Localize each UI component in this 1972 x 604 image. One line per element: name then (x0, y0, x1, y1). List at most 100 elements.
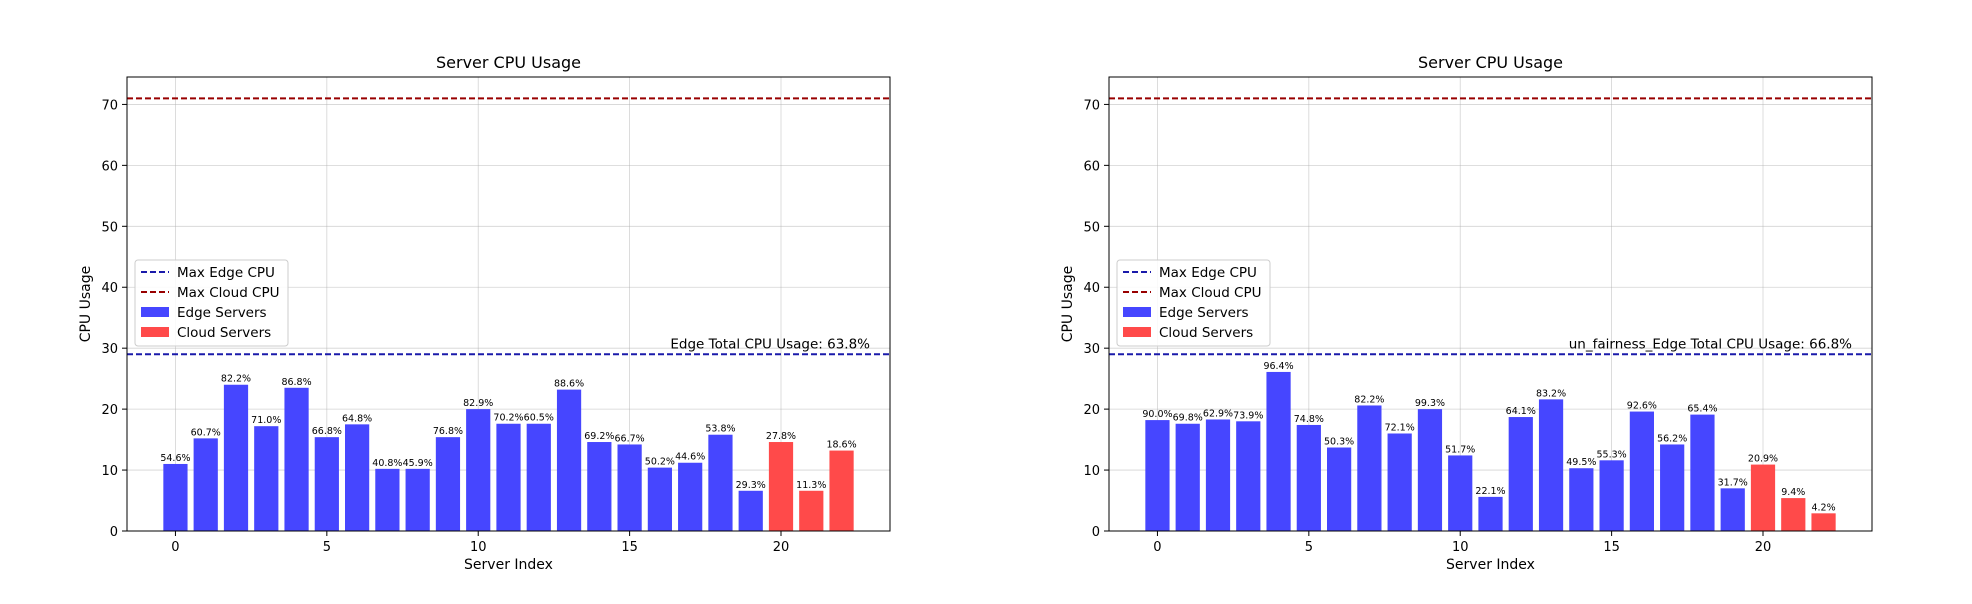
y-tick-label: 20 (1083, 403, 1100, 418)
edge-server-bar (1357, 405, 1382, 531)
legend-box (1116, 259, 1271, 347)
bar-value-label: 4.2% (1811, 502, 1835, 513)
edge-total-cpu-annotation: Edge Total CPU Usage: 63.8% (670, 336, 870, 352)
bar-value-label: 69.8% (1173, 413, 1203, 424)
bar-value-label: 90.0% (1142, 409, 1172, 420)
edge-server-bar (1266, 371, 1291, 531)
edge-server-bar (314, 437, 339, 531)
legend-box (134, 259, 289, 347)
y-tick-label: 70 (101, 98, 118, 113)
edge-server-bar (1327, 447, 1352, 531)
legend: Max Edge CPU Max Cloud CPU Edge Servers Clo… (134, 259, 289, 347)
edge-server-bar (1145, 420, 1170, 531)
chart-panel-right: 90.0% 69.8% 62.9% 73.9% 96.4% 74.8% 50.3% 82.2%… (1060, 53, 1873, 573)
bar-value-label: 20.9% (1748, 454, 1778, 465)
edge-server-bar (284, 387, 309, 531)
bar-value-label: 83.2% (1536, 388, 1566, 399)
legend-label: Edge Servers (1159, 305, 1249, 321)
bar-value-label: 31.7% (1718, 477, 1748, 488)
cloud-server-bar (799, 490, 824, 531)
bar-value-label: 71.0% (251, 415, 281, 426)
legend-label: Max Cloud CPU (1159, 285, 1262, 301)
y-tick-label: 30 (1083, 342, 1100, 357)
bar-value-label: 45.9% (403, 458, 433, 469)
edge-server-bar (556, 389, 582, 531)
edge-server-bar (1478, 496, 1503, 531)
legend-swatch-cloud-servers (1123, 327, 1151, 337)
bar-value-label: 51.7% (1445, 444, 1475, 455)
edge-server-bar (1236, 421, 1261, 531)
edge-server-bar (435, 437, 461, 531)
bar-value-label: 74.8% (1294, 414, 1324, 425)
bar-value-label: 76.8% (433, 426, 463, 437)
edge-total-cpu-annotation: un_fairness_Edge Total CPU Usage: 66.8% (1569, 336, 1852, 352)
y-axis-label: CPU Usage (78, 266, 94, 343)
legend-label: Cloud Servers (1159, 325, 1253, 341)
bar-value-label: 66.7% (615, 433, 645, 444)
y-tick-label: 60 (101, 159, 118, 174)
bar-value-label: 73.9% (1233, 410, 1263, 421)
x-tick-label: 5 (1305, 540, 1313, 555)
y-tick-label: 50 (101, 220, 118, 235)
edge-server-bar (496, 423, 521, 531)
y-tick-label: 50 (1083, 220, 1100, 235)
edge-server-bar (375, 468, 400, 531)
edge-server-bar (1690, 414, 1715, 531)
cloud-server-bar (1781, 498, 1806, 531)
edge-server-bar (1660, 444, 1685, 531)
edge-server-bar (617, 444, 642, 531)
plot-frame (1108, 76, 1873, 532)
y-axis-label: CPU Usage (1060, 266, 1076, 343)
bar-value-label: 60.7% (191, 427, 221, 438)
x-tick-label: 15 (621, 540, 638, 555)
edge-server-bar (405, 468, 430, 531)
bar-value-label: 40.8% (372, 458, 402, 469)
y-tick-label: 0 (110, 525, 118, 540)
bar-value-label: 22.1% (1475, 486, 1505, 497)
bar-value-label: 96.4% (1263, 361, 1293, 372)
x-tick-label: 15 (1603, 540, 1620, 555)
bar-value-label: 56.2% (1657, 433, 1687, 444)
bar-value-label: 66.8% (312, 426, 342, 437)
y-tick-label: 10 (101, 464, 118, 479)
legend-label: Max Edge CPU (177, 265, 275, 281)
edge-server-bar (1205, 419, 1231, 531)
x-tick-label: 0 (171, 540, 179, 555)
bar-value-label: 49.5% (1566, 457, 1596, 468)
bar-value-label: 82.2% (221, 374, 251, 385)
bar-value-label: 65.4% (1687, 404, 1717, 415)
y-tick-label: 40 (101, 281, 118, 296)
chart-title: Server CPU Usage (436, 53, 581, 72)
bar-value-label: 9.4% (1781, 487, 1805, 498)
y-tick-label: 40 (1083, 281, 1100, 296)
bar-value-label: 70.2% (493, 413, 523, 424)
cloud-server-bar (829, 450, 854, 531)
y-tick-label: 60 (1083, 159, 1100, 174)
cloud-server-bar (1811, 513, 1836, 531)
bar-value-label: 29.3% (736, 480, 766, 491)
bar-value-label: 18.6% (826, 440, 856, 451)
edge-server-bar (163, 463, 188, 531)
legend-label: Cloud Servers (177, 325, 271, 341)
bar-value-label: 92.6% (1627, 401, 1657, 412)
bar-value-label: 53.8% (705, 424, 735, 435)
legend-swatch-cloud-servers (141, 327, 169, 337)
edge-server-bar (708, 434, 733, 531)
edge-server-bar (1175, 423, 1200, 531)
edge-server-bar (1538, 399, 1564, 531)
legend-label: Max Cloud CPU (177, 285, 280, 301)
bar-value-label: 82.2% (1354, 394, 1384, 405)
y-tick-label: 10 (1083, 464, 1100, 479)
x-tick-label: 5 (323, 540, 331, 555)
cloud-server-bar (768, 442, 794, 531)
x-tick-label: 0 (1153, 540, 1161, 555)
edge-server-bar (1720, 488, 1745, 531)
y-tick-label: 20 (101, 403, 118, 418)
edge-server-bar (1296, 424, 1321, 531)
edge-server-bar (587, 442, 612, 531)
edge-server-bar (738, 490, 763, 531)
bar-value-label: 86.8% (281, 377, 311, 388)
legend-label: Edge Servers (177, 305, 267, 321)
edge-server-bar (1629, 411, 1654, 531)
